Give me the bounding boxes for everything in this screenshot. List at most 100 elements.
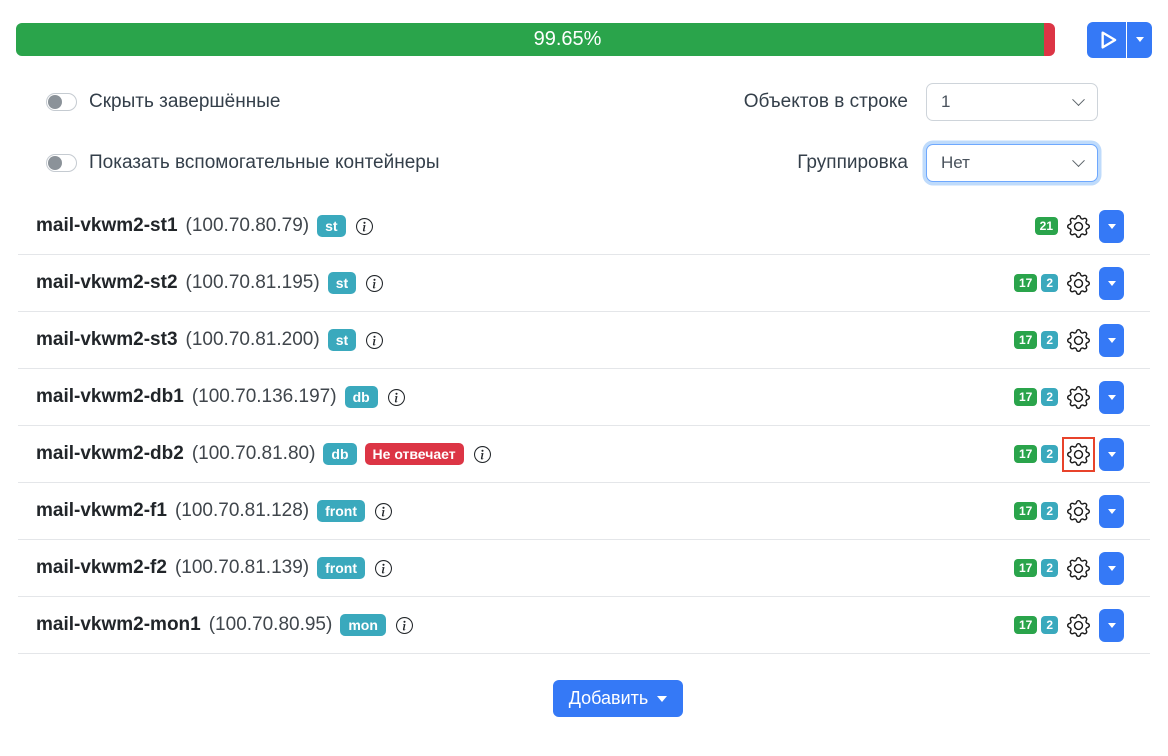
objects-per-row-label: Объектов в строке xyxy=(743,91,908,112)
info-icon[interactable] xyxy=(395,616,413,634)
server-list: mail-vkwm2-st1 (100.70.80.79) st 21 xyxy=(18,198,1150,654)
chevron-down-icon xyxy=(1107,565,1116,571)
filters-panel: Скрыть завершённые Объектов в строке 1 П… xyxy=(16,83,1152,182)
row-dropdown-button[interactable] xyxy=(1099,608,1124,642)
count-badges: 17 2 xyxy=(1013,388,1058,406)
info-icon[interactable] xyxy=(375,502,393,520)
chevron-down-icon xyxy=(1107,451,1116,457)
gear-icon xyxy=(1067,556,1090,580)
info-icon[interactable] xyxy=(366,331,384,349)
gear-button[interactable] xyxy=(1067,214,1090,238)
count-badge: 17 xyxy=(1013,274,1038,292)
server-name: mail-vkwm2-db1 xyxy=(36,386,184,407)
grouping-select[interactable]: Нет xyxy=(926,144,1098,182)
count-badge: 17 xyxy=(1013,388,1038,406)
status-badge: Не отвечает xyxy=(364,443,464,465)
row-dropdown-button[interactable] xyxy=(1099,266,1124,300)
gear-button[interactable] xyxy=(1062,436,1095,472)
row-dropdown-button[interactable] xyxy=(1099,323,1124,357)
server-row: mail-vkwm2-st3 (100.70.81.200) st 17 2 xyxy=(18,312,1150,369)
count-badge: 2 xyxy=(1041,502,1058,520)
role-badge: front xyxy=(317,500,366,522)
chevron-down-icon xyxy=(657,695,668,702)
info-icon[interactable] xyxy=(387,388,405,406)
show-auxiliary-label: Показать вспомогательные контейнеры xyxy=(89,152,440,173)
chevron-down-icon xyxy=(1107,280,1116,286)
count-badges: 21 xyxy=(1034,217,1058,235)
info-icon[interactable] xyxy=(375,559,393,577)
count-badge: 2 xyxy=(1041,274,1058,292)
count-badge: 2 xyxy=(1041,616,1058,634)
server-name: mail-vkwm2-mon1 xyxy=(36,614,201,635)
info-icon[interactable] xyxy=(473,445,491,463)
info-icon[interactable] xyxy=(366,274,384,292)
gear-button[interactable] xyxy=(1067,499,1090,523)
chevron-down-icon xyxy=(1107,622,1116,628)
count-badges: 17 2 xyxy=(1013,331,1058,349)
server-ip: (100.70.81.139) xyxy=(174,557,310,578)
gear-button[interactable] xyxy=(1067,328,1090,352)
role-badge: mon xyxy=(340,614,386,636)
row-dropdown-button[interactable] xyxy=(1099,380,1124,414)
gear-icon xyxy=(1067,271,1090,295)
play-button[interactable] xyxy=(1087,21,1127,58)
row-dropdown-button[interactable] xyxy=(1099,494,1124,528)
hide-completed-toggle[interactable] xyxy=(46,93,77,111)
row-dropdown-button[interactable] xyxy=(1099,209,1124,243)
gear-button[interactable] xyxy=(1067,271,1090,295)
count-badge: 2 xyxy=(1041,445,1058,463)
objects-per-row-value: 1 xyxy=(941,92,951,111)
play-icon xyxy=(1100,30,1116,49)
gear-icon xyxy=(1067,613,1090,637)
gear-button[interactable] xyxy=(1067,385,1090,409)
run-split-button xyxy=(1087,21,1152,58)
chevron-down-icon xyxy=(1135,37,1144,42)
server-name: mail-vkwm2-st1 xyxy=(36,215,178,236)
server-ip: (100.70.81.200) xyxy=(185,329,320,350)
chevron-down-icon xyxy=(1107,508,1116,514)
count-badge: 17 xyxy=(1013,445,1038,463)
progress-fill-success xyxy=(16,23,1044,56)
server-row: mail-vkwm2-f2 (100.70.81.139) front 17 2 xyxy=(18,540,1150,597)
chevron-down-icon xyxy=(1072,153,1085,167)
grouping-label: Группировка xyxy=(797,152,908,173)
server-row: mail-vkwm2-f1 (100.70.81.128) front 17 2 xyxy=(18,483,1150,540)
gear-button[interactable] xyxy=(1067,556,1090,580)
gear-icon xyxy=(1067,214,1090,238)
role-badge: st xyxy=(317,215,346,237)
row-dropdown-button[interactable] xyxy=(1099,437,1124,471)
server-ip: (100.70.81.128) xyxy=(174,500,310,521)
count-badges: 17 2 xyxy=(1013,445,1058,463)
count-badges: 17 2 xyxy=(1013,502,1058,520)
progress-bar: 99.65% xyxy=(16,23,1055,56)
info-icon[interactable] xyxy=(355,217,373,235)
server-name: mail-vkwm2-st2 xyxy=(36,272,178,293)
gear-button[interactable] xyxy=(1067,613,1090,637)
play-dropdown-button[interactable] xyxy=(1127,21,1152,58)
footer: Добавить xyxy=(0,680,1168,717)
chevron-down-icon xyxy=(1107,394,1116,400)
server-ip: (100.70.80.79) xyxy=(185,215,310,236)
role-badge: front xyxy=(317,557,366,579)
role-badge: db xyxy=(344,386,378,408)
count-badges: 17 2 xyxy=(1013,559,1058,577)
show-auxiliary-toggle[interactable] xyxy=(46,154,77,172)
count-badges: 17 2 xyxy=(1013,616,1058,634)
objects-per-row-select[interactable]: 1 xyxy=(926,83,1098,121)
count-badge: 17 xyxy=(1013,616,1038,634)
row-dropdown-button[interactable] xyxy=(1099,551,1124,585)
count-badge: 21 xyxy=(1034,217,1058,235)
server-row: mail-vkwm2-st1 (100.70.80.79) st 21 xyxy=(18,198,1150,255)
gear-icon xyxy=(1067,499,1090,523)
count-badge: 2 xyxy=(1041,331,1058,349)
server-name: mail-vkwm2-st3 xyxy=(36,329,178,350)
count-badge: 17 xyxy=(1013,502,1038,520)
server-row: mail-vkwm2-db2 (100.70.81.80) db Не отве… xyxy=(18,426,1150,483)
grouping-value: Нет xyxy=(941,153,970,172)
role-badge: st xyxy=(327,329,357,351)
add-button[interactable]: Добавить xyxy=(552,680,684,717)
progress-fill-danger xyxy=(1044,23,1055,56)
server-row: mail-vkwm2-db1 (100.70.136.197) db 17 2 xyxy=(18,369,1150,426)
role-badge: st xyxy=(327,272,357,294)
gear-icon xyxy=(1067,328,1090,352)
